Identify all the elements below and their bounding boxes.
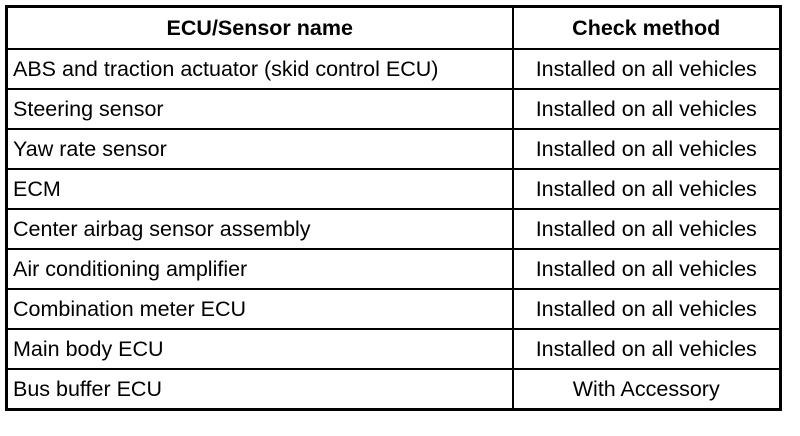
table-row: Air conditioning amplifier Installed on a… — [5, 248, 782, 290]
ecu-sensor-name-cell: ABS and traction actuator (skid control … — [5, 48, 514, 90]
table-row: Steering sensor Installed on all vehicles — [5, 88, 782, 130]
check-method-cell: Installed on all vehicles — [511, 88, 782, 130]
header-check-method: Check method — [511, 5, 782, 50]
table-row: Combination meter ECU Installed on all ve… — [5, 288, 782, 330]
header-ecu-sensor-name: ECU/Sensor name — [5, 5, 514, 50]
check-method-cell: Installed on all vehicles — [511, 128, 782, 170]
table-row: Bus buffer ECU With Accessory — [5, 368, 782, 411]
ecu-sensor-name-cell: Center airbag sensor assembly — [5, 208, 514, 250]
check-method-cell: Installed on all vehicles — [511, 208, 782, 250]
ecu-sensor-name-cell: Main body ECU — [5, 328, 514, 370]
check-method-cell: With Accessory — [511, 368, 782, 411]
ecu-sensor-name-cell: ECM — [5, 168, 514, 210]
ecu-sensor-name-cell: Yaw rate sensor — [5, 128, 514, 170]
table-row: Main body ECU Installed on all vehicles — [5, 328, 782, 370]
table-row: ABS and traction actuator (skid control … — [5, 48, 782, 90]
check-method-cell: Installed on all vehicles — [511, 48, 782, 90]
ecu-sensor-name-cell: Air conditioning amplifier — [5, 248, 514, 290]
check-method-cell: Installed on all vehicles — [511, 288, 782, 330]
ecu-sensor-name-cell: Steering sensor — [5, 88, 514, 130]
check-method-cell: Installed on all vehicles — [511, 248, 782, 290]
table-row: Center airbag sensor assembly Installed o… — [5, 208, 782, 250]
table-row: ECM Installed on all vehicles — [5, 168, 782, 210]
check-method-cell: Installed on all vehicles — [511, 168, 782, 210]
table-row: Yaw rate sensor Installed on all vehicles — [5, 128, 782, 170]
ecu-sensor-name-cell: Combination meter ECU — [5, 288, 514, 330]
check-method-cell: Installed on all vehicles — [511, 328, 782, 370]
ecu-sensor-name-cell: Bus buffer ECU — [5, 368, 514, 411]
ecu-check-table: ECU/Sensor name Check method ABS and tra… — [5, 5, 782, 411]
header-row: ECU/Sensor name Check method — [5, 5, 782, 50]
